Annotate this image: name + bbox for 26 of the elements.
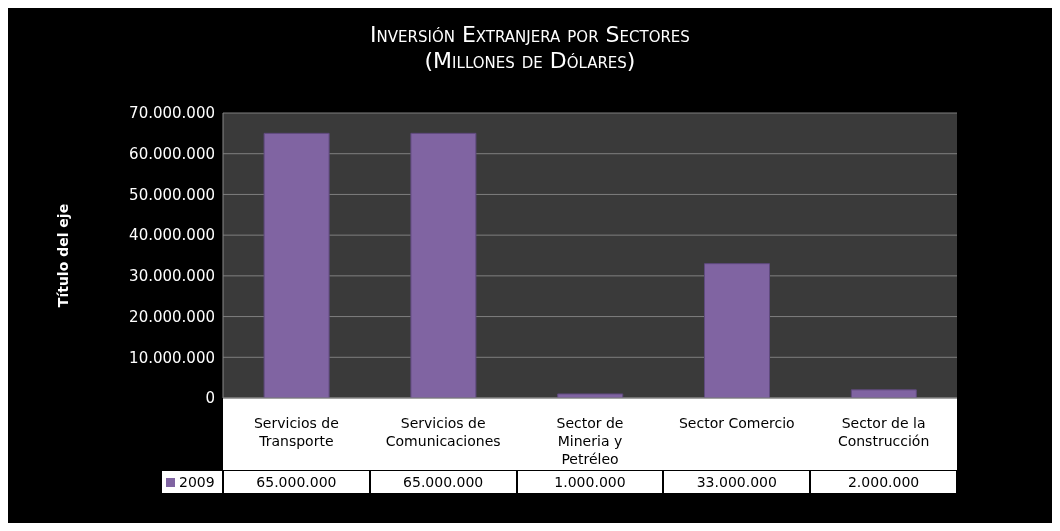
legend-label: 2009 [179,474,215,490]
y-tick-label: 10.000.000 [129,348,215,367]
y-tick-label: 50.000.000 [129,185,215,204]
y-tick-label: 70.000.000 [129,104,215,123]
x-tick-label: Sector Comercio [678,415,795,431]
data-label: 65.000.000 [223,470,370,494]
bar [410,132,477,398]
bar [263,132,330,398]
y-tick-label: 30.000.000 [129,267,215,286]
data-label: 1.000.000 [516,470,664,494]
bar [704,263,770,398]
y-tick-label: 0 [205,389,215,408]
y-tick-label: 40.000.000 [129,226,215,245]
chart-title: Inversión Extranjera por Sectores [369,22,691,48]
y-axis-title: Título del eje [54,203,71,308]
y-tick-label: 60.000.000 [129,145,215,164]
x-tick-label: Sector de Mineria y Petréleo [556,415,624,467]
data-label: 2.000.000 [810,470,957,494]
x-tick-label: Servicios de Transporte [253,415,339,449]
data-label: 65.000.000 [369,470,517,494]
x-tick-label: Sector de la Construcción [837,415,930,449]
y-tick-label: 20.000.000 [129,307,215,326]
data-label: 33.000.000 [663,470,811,494]
bar [850,389,917,398]
chart-subtitle: (Millones de Dólares) [423,48,637,74]
x-tick-label: Servicios de Comunicaciones [385,415,501,449]
